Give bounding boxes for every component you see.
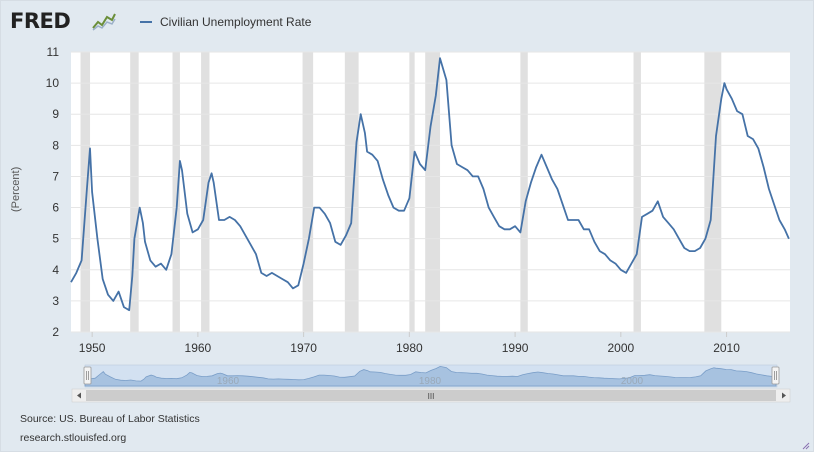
x-tick-label: 1960 — [185, 341, 212, 355]
x-tick-label: 1990 — [502, 341, 529, 355]
scrollbar-grip: III — [428, 392, 435, 401]
y-tick-label: 11 — [47, 45, 60, 59]
scroll-left-arrow-icon[interactable] — [77, 392, 81, 399]
resize-handle-icon[interactable] — [802, 442, 810, 450]
legend[interactable]: Civilian Unemployment Rate — [140, 15, 311, 29]
y-tick-label: 4 — [52, 263, 59, 277]
y-tick-label: 5 — [52, 232, 59, 246]
navigator-series-area — [84, 365, 777, 387]
y-tick-label: 7 — [52, 169, 59, 183]
recession-band — [520, 52, 528, 332]
x-tick-label: 1970 — [290, 341, 317, 355]
legend-swatch — [140, 21, 152, 23]
recession-band — [425, 52, 441, 332]
navigator-tick-2000: 2000 — [621, 376, 644, 387]
y-tick-label: 8 — [52, 138, 59, 152]
x-tick-labels: 1950 1960 1970 1980 1990 2000 2010 — [79, 332, 740, 355]
y-tick-label: 6 — [52, 201, 59, 215]
y-tick-label: 3 — [52, 294, 59, 308]
y-tick-label: 9 — [52, 107, 59, 121]
recession-band — [130, 52, 139, 332]
series-line-unemployment — [70, 57, 790, 312]
recession-band — [344, 52, 359, 332]
recession-band — [201, 52, 210, 332]
source-note: Source: US. Bureau of Labor Statistics — [20, 413, 200, 425]
gridlines — [71, 51, 790, 333]
navigator-right-handle[interactable] — [771, 366, 780, 385]
recession-band — [409, 52, 415, 332]
scrollbar-thumb[interactable] — [86, 390, 776, 401]
recession-band — [80, 52, 91, 332]
fred-logo[interactable]: FRED — [10, 9, 71, 33]
y-tick-label: 2 — [52, 325, 59, 339]
x-tick-label: 2010 — [713, 341, 740, 355]
navigator-left-handle[interactable] — [83, 366, 92, 385]
recession-band — [302, 52, 314, 332]
navigator-tick-1980: 1980 — [419, 376, 442, 387]
recession-bands — [80, 52, 722, 332]
site-link[interactable]: research.stlouisfed.org — [20, 432, 127, 444]
y-tick-label: 10 — [46, 76, 60, 90]
scroll-right-arrow-icon[interactable] — [782, 392, 786, 399]
legend-series-name: Civilian Unemployment Rate — [160, 15, 312, 29]
y-tick-labels: 2 3 4 5 6 7 8 9 10 11 — [46, 45, 60, 339]
recession-band — [633, 52, 641, 332]
x-tick-label: 1950 — [79, 341, 106, 355]
chart-line-icon — [92, 11, 116, 31]
x-tick-label: 1980 — [396, 341, 423, 355]
recession-band — [172, 52, 180, 332]
navigator-tick-1960: 1960 — [217, 376, 240, 387]
x-tick-label: 2000 — [607, 341, 634, 355]
